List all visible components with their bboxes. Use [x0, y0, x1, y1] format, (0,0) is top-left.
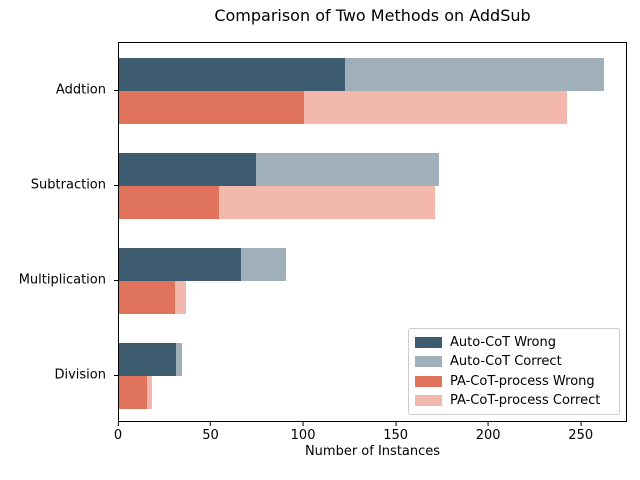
x-tick-mark	[580, 422, 582, 426]
x-tick-mark	[487, 422, 489, 426]
x-tick-100: 100	[290, 422, 316, 443]
bar-segment-pa-cot-process-correct	[174, 280, 186, 314]
bar-segment-auto-cot-wrong	[119, 57, 345, 91]
legend-label: PA-CoT-process Correct	[450, 392, 601, 408]
y-tick-mark	[114, 89, 118, 91]
legend-swatch	[415, 356, 442, 368]
bar-segment-auto-cot-wrong	[119, 152, 256, 186]
x-axis-label: Number of Instances	[304, 444, 441, 459]
x-tick-label: 250	[568, 428, 594, 443]
legend-label: Auto-CoT Correct	[450, 354, 562, 370]
x-tick-50: 50	[202, 422, 219, 443]
x-tick-200: 200	[476, 422, 501, 443]
x-tick-250: 250	[568, 422, 593, 443]
x-tick-label: 100	[290, 428, 316, 443]
x-tick-mark	[210, 422, 212, 426]
bar-segment-pa-cot-process-correct	[304, 90, 567, 124]
x-tick-mark	[117, 422, 119, 426]
chart-title: Comparison of Two Methods on AddSub	[214, 6, 531, 25]
bar-segment-auto-cot-correct	[241, 247, 286, 281]
y-tick-mark	[114, 279, 118, 281]
bar-segment-pa-cot-process-correct	[218, 185, 436, 219]
x-tick-label: 150	[383, 428, 409, 443]
x-tick-mark	[395, 422, 397, 426]
y-tick-label-addtion: Addtion	[55, 82, 106, 97]
bar-segment-auto-cot-wrong	[119, 342, 177, 376]
legend-item: PA-CoT-process Correct	[415, 393, 613, 408]
y-tick-mark	[114, 184, 118, 186]
legend-swatch	[415, 375, 442, 387]
legend: Auto-CoT Wrong Auto-CoT Correct PA-CoT-pro…	[408, 328, 620, 415]
x-tick-0: 0	[114, 422, 122, 443]
bar-segment-pa-cot-process-wrong	[119, 185, 219, 219]
bar-segment-auto-cot-correct	[344, 57, 604, 91]
bar-segment-auto-cot-correct	[176, 342, 182, 376]
y-tick-label-subtraction: Subtraction	[30, 177, 106, 192]
legend-item: Auto-CoT Wrong	[415, 335, 613, 350]
bar-segment-auto-cot-correct	[255, 152, 440, 186]
bar-segment-pa-cot-process-correct	[146, 375, 153, 409]
legend-label: PA-CoT-process Wrong	[450, 373, 595, 389]
x-tick-label: 50	[202, 428, 219, 443]
x-tick-label: 200	[475, 428, 501, 443]
y-axis: Addtion Subtraction Multiplication Division	[0, 42, 118, 422]
legend-label: Auto-CoT Wrong	[450, 335, 556, 351]
y-tick-label-division: Division	[54, 367, 106, 382]
x-axis: 0 50 100 150 200 250	[114, 422, 627, 462]
x-tick-mark	[302, 422, 304, 426]
bar-segment-auto-cot-wrong	[119, 247, 242, 281]
y-tick-label-multiplication: Multiplication	[18, 272, 106, 287]
x-tick-label: 0	[113, 428, 123, 443]
bar-segment-pa-cot-process-wrong	[119, 280, 175, 314]
x-tick-150: 150	[383, 422, 408, 443]
bar-segment-pa-cot-process-wrong	[119, 375, 147, 409]
y-tick-mark	[114, 374, 118, 376]
legend-swatch	[415, 394, 442, 406]
legend-item: PA-CoT-process Wrong	[415, 374, 613, 389]
legend-item: Auto-CoT Correct	[415, 354, 613, 369]
bar-segment-pa-cot-process-wrong	[119, 90, 305, 124]
legend-swatch	[415, 337, 442, 349]
